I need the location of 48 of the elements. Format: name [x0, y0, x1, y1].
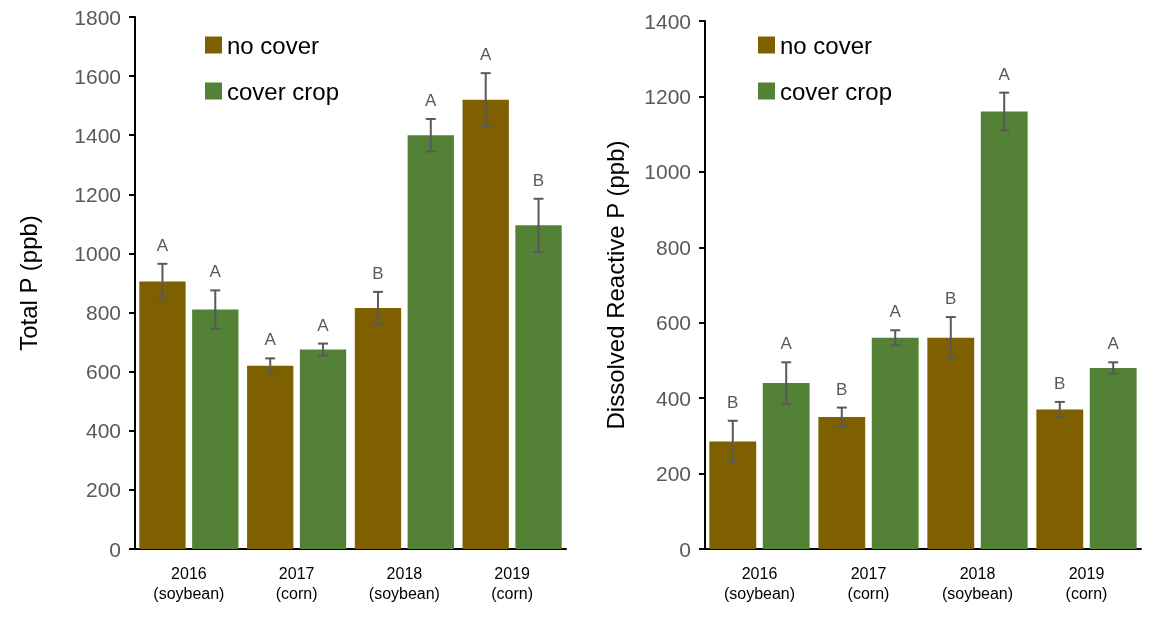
- y-axis-title: Dissolved Reactive P (ppb): [601, 140, 629, 430]
- x-tick-label: 2019 (corn): [491, 564, 534, 602]
- y-tick-label: 800: [655, 235, 691, 259]
- y-tick-label: 200: [85, 478, 121, 502]
- y-tick-label: 0: [109, 537, 121, 561]
- data-label: A: [209, 262, 222, 282]
- y-tick-label: 1400: [74, 123, 121, 147]
- data-label: B: [945, 289, 957, 309]
- data-label: A: [156, 235, 169, 255]
- legend-label: cover crop: [780, 77, 893, 105]
- data-label: A: [425, 90, 438, 110]
- data-label: B: [1054, 373, 1066, 393]
- y-tick-label: 800: [85, 301, 121, 325]
- data-label: A: [889, 302, 902, 322]
- y-tick-label: 600: [655, 311, 691, 335]
- y-tick-label: 1000: [644, 160, 691, 184]
- x-tick-label: 2017 (corn): [275, 564, 318, 602]
- legend-label: cover crop: [227, 77, 340, 105]
- y-tick-label: 200: [655, 462, 691, 486]
- y-tick-label: 1200: [74, 182, 121, 206]
- legend-label: no cover: [780, 31, 873, 59]
- data-label: A: [1107, 334, 1120, 354]
- y-tick-label: 1600: [74, 64, 121, 88]
- y-tick-label: 1400: [644, 9, 691, 33]
- x-tick-label: 2017 (corn): [847, 564, 890, 602]
- data-label: B: [372, 263, 384, 283]
- y-tick-label: 400: [655, 386, 691, 410]
- legend-label: no cover: [227, 31, 320, 59]
- x-tick-label: 2016 (soybean): [723, 564, 796, 602]
- data-label: A: [317, 315, 330, 335]
- x-tick-label: 2019 (corn): [1065, 564, 1108, 602]
- data-label: A: [480, 45, 493, 65]
- y-tick-label: 600: [85, 360, 121, 384]
- y-tick-label: 1800: [74, 5, 121, 29]
- y-tick-label: 400: [85, 419, 121, 443]
- data-label: A: [264, 330, 277, 350]
- data-label: A: [780, 334, 793, 354]
- x-tick-label: 2016 (soybean): [153, 564, 225, 602]
- data-label: A: [998, 64, 1011, 84]
- data-label: B: [727, 392, 739, 412]
- data-label: B: [532, 170, 545, 190]
- x-tick-label: 2018 (soybean): [941, 564, 1014, 602]
- x-tick-label: 2018 (soybean): [368, 564, 440, 602]
- y-tick-label: 1000: [74, 241, 121, 265]
- data-label: B: [836, 379, 848, 399]
- y-axis-title: Total P (ppb): [14, 215, 42, 351]
- y-tick-label: 1200: [644, 84, 691, 108]
- y-tick-label: 0: [679, 537, 691, 561]
